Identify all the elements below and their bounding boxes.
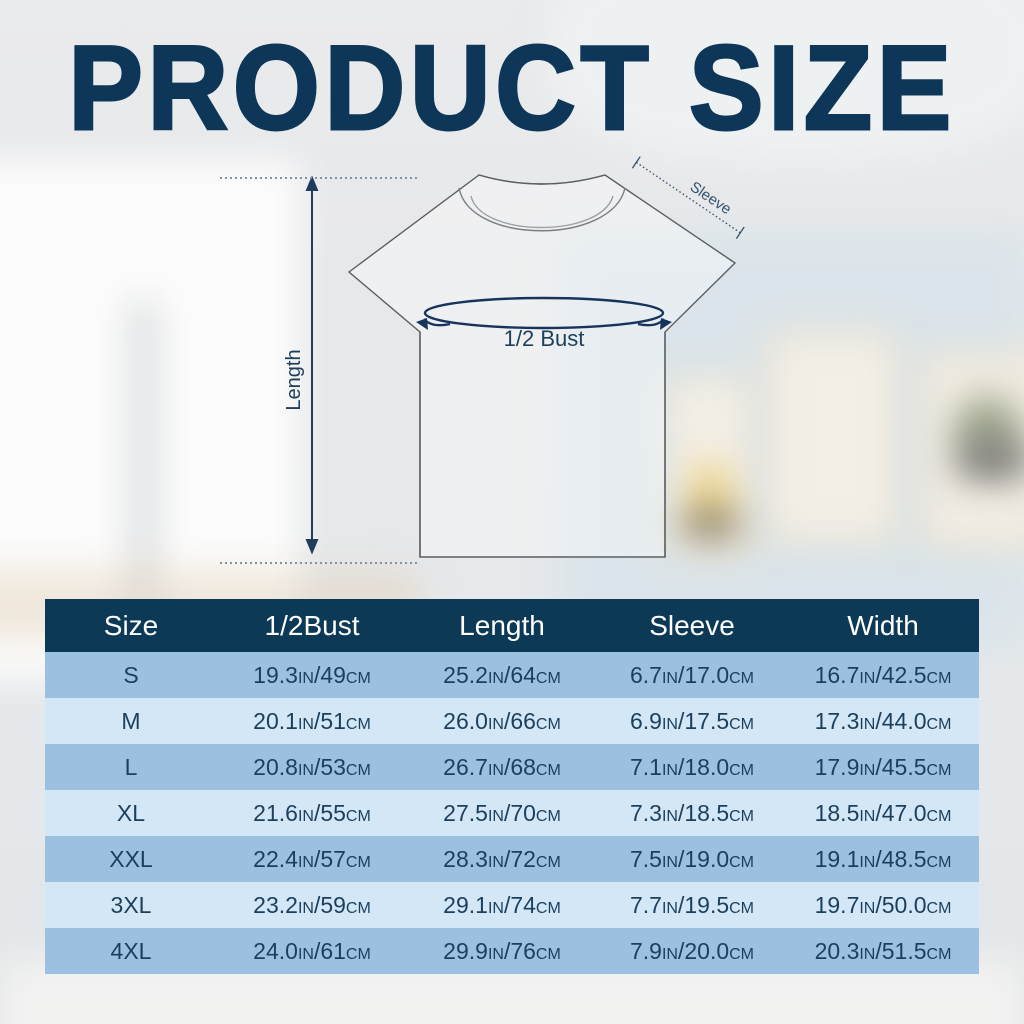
svg-text:Length: Length — [283, 349, 305, 410]
svg-text:1/2 Bust: 1/2 Bust — [504, 326, 585, 351]
